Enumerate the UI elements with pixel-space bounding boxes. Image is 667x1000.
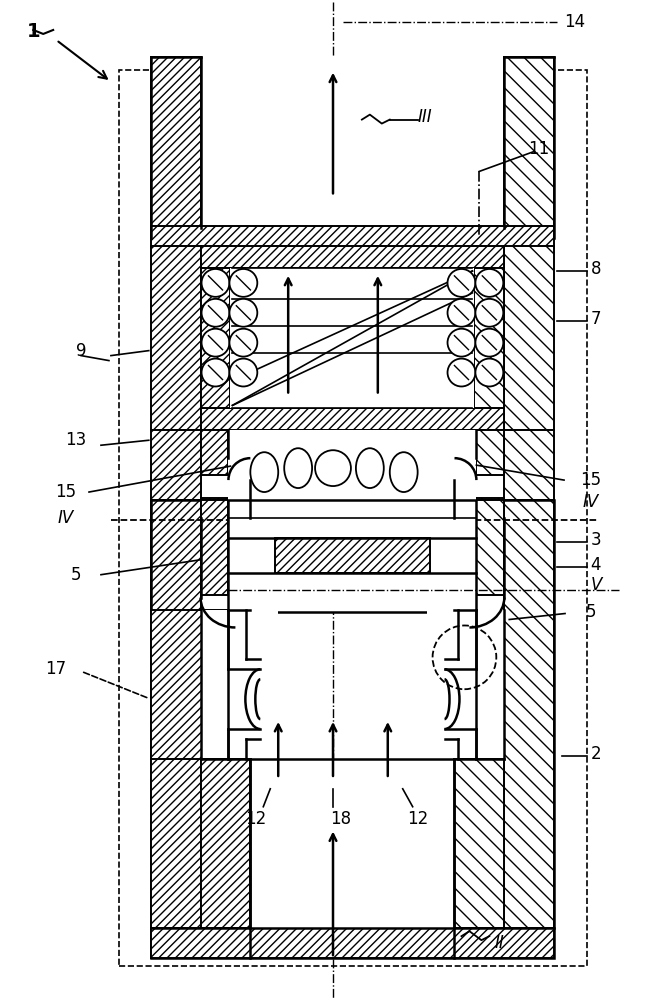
- Text: 13: 13: [65, 431, 87, 449]
- Text: IV: IV: [583, 493, 599, 511]
- Bar: [476, 430, 504, 475]
- Text: 12: 12: [245, 810, 266, 828]
- Circle shape: [201, 359, 229, 386]
- Circle shape: [448, 269, 476, 297]
- Text: 11: 11: [528, 140, 550, 158]
- Bar: [228, 500, 476, 595]
- Bar: [504, 57, 554, 236]
- Bar: [151, 57, 201, 236]
- Bar: [476, 500, 504, 595]
- Text: II: II: [494, 934, 504, 952]
- Bar: [275, 538, 430, 573]
- Circle shape: [229, 299, 257, 327]
- Text: 1: 1: [27, 22, 40, 41]
- Circle shape: [476, 359, 504, 386]
- Text: V: V: [590, 576, 602, 594]
- Circle shape: [448, 359, 476, 386]
- Bar: [151, 226, 554, 248]
- Text: 2: 2: [590, 745, 601, 763]
- Bar: [201, 759, 250, 928]
- Bar: [504, 246, 554, 430]
- Bar: [476, 498, 504, 518]
- Text: 3: 3: [590, 531, 601, 549]
- Circle shape: [229, 269, 257, 297]
- Bar: [151, 246, 201, 430]
- Bar: [504, 430, 554, 600]
- Circle shape: [201, 299, 229, 327]
- Text: III: III: [418, 108, 432, 126]
- Circle shape: [448, 329, 476, 357]
- Bar: [250, 759, 454, 928]
- Circle shape: [476, 329, 504, 357]
- Text: 5: 5: [586, 603, 596, 621]
- Bar: [454, 759, 504, 928]
- Text: 7: 7: [591, 310, 601, 328]
- Bar: [427, 610, 504, 759]
- Circle shape: [315, 450, 351, 486]
- Bar: [230, 268, 474, 408]
- Bar: [151, 500, 201, 958]
- Bar: [119, 70, 587, 966]
- Text: 15: 15: [55, 483, 77, 501]
- Text: 14: 14: [564, 13, 585, 31]
- Circle shape: [476, 299, 504, 327]
- Circle shape: [201, 269, 229, 297]
- Bar: [201, 610, 278, 759]
- Text: 18: 18: [330, 810, 352, 828]
- Bar: [228, 610, 278, 958]
- Bar: [151, 759, 201, 958]
- Ellipse shape: [250, 452, 278, 492]
- Bar: [504, 500, 554, 958]
- Circle shape: [448, 299, 476, 327]
- Text: 9: 9: [76, 342, 86, 360]
- Ellipse shape: [356, 448, 384, 488]
- Bar: [201, 430, 228, 475]
- Bar: [201, 268, 230, 408]
- Bar: [201, 246, 504, 268]
- Bar: [151, 610, 228, 958]
- Text: 15: 15: [580, 471, 602, 489]
- Bar: [201, 498, 228, 518]
- Text: 5: 5: [71, 566, 81, 584]
- Bar: [201, 57, 504, 228]
- Text: 8: 8: [591, 260, 601, 278]
- Text: 12: 12: [407, 810, 428, 828]
- Ellipse shape: [284, 448, 312, 488]
- Bar: [228, 500, 476, 612]
- Text: 4: 4: [591, 556, 601, 574]
- Circle shape: [229, 329, 257, 357]
- Bar: [228, 430, 476, 518]
- Bar: [201, 408, 504, 430]
- Text: IV: IV: [58, 509, 74, 527]
- Text: 17: 17: [45, 660, 67, 678]
- Bar: [151, 430, 201, 600]
- Circle shape: [229, 359, 257, 386]
- Bar: [151, 500, 554, 958]
- Circle shape: [476, 269, 504, 297]
- Circle shape: [201, 329, 229, 357]
- Bar: [151, 928, 554, 958]
- Bar: [201, 500, 228, 595]
- Ellipse shape: [390, 452, 418, 492]
- Bar: [474, 268, 504, 408]
